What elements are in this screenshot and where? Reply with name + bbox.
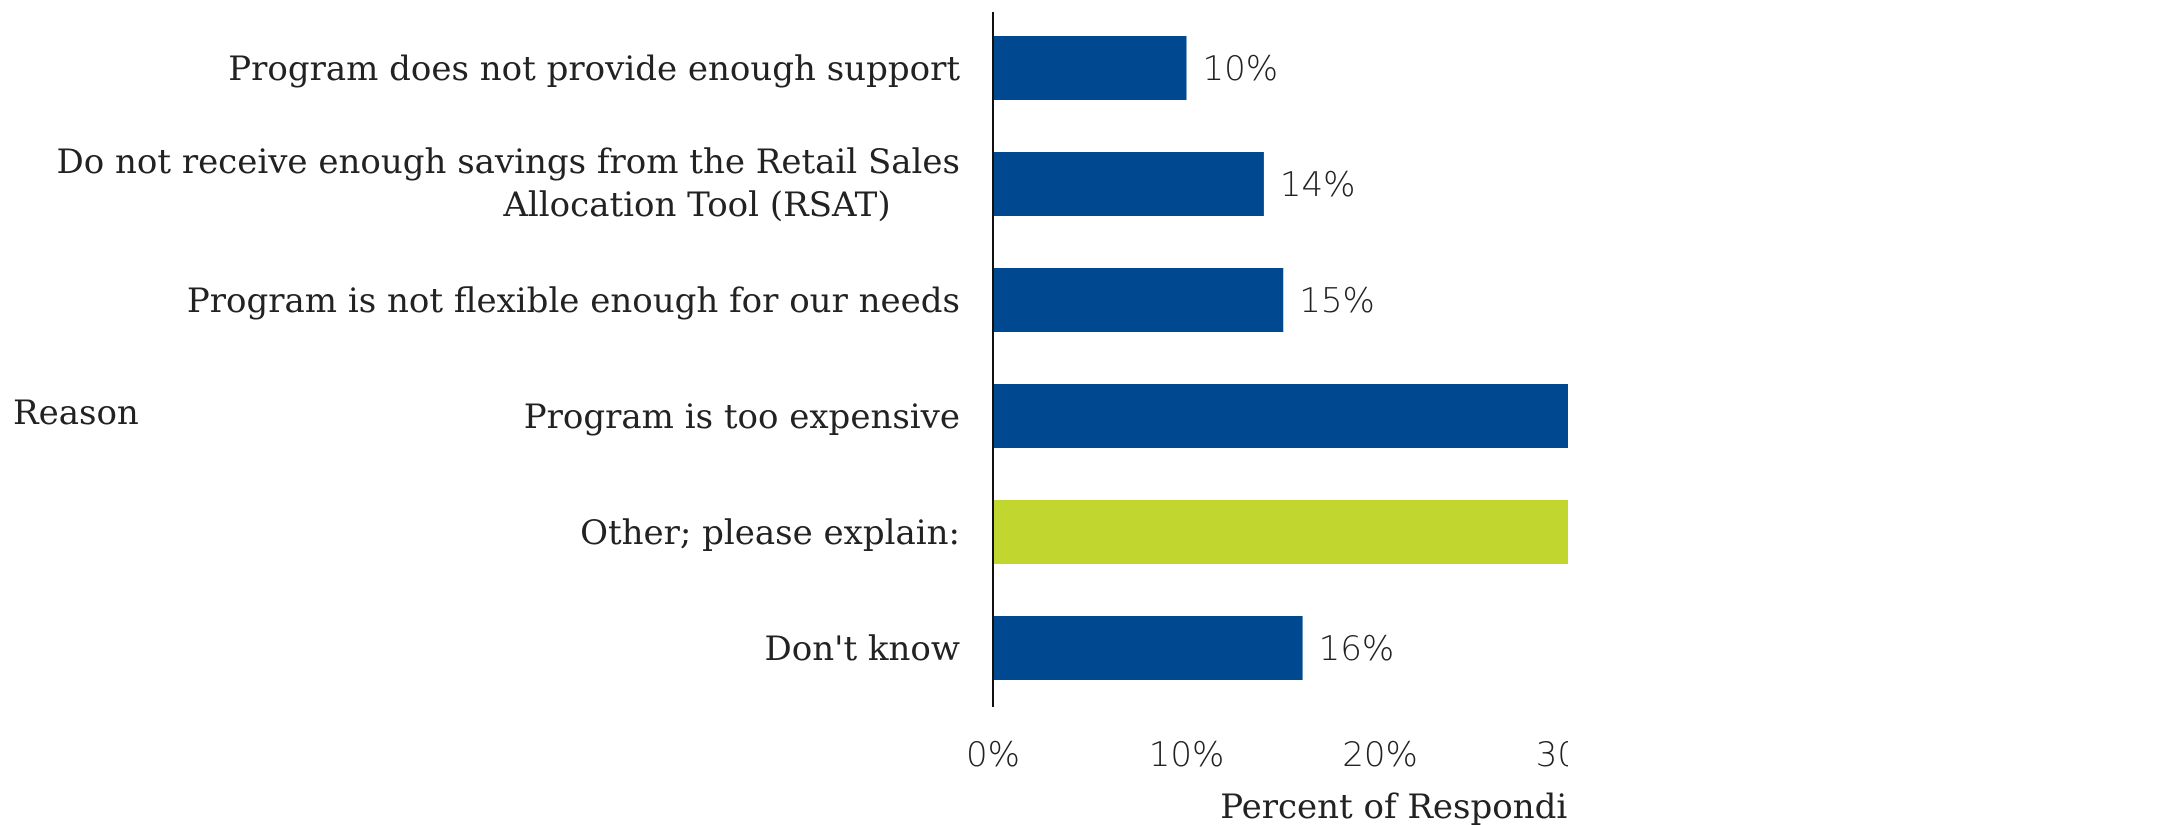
y-axis-title: Reason bbox=[13, 393, 139, 433]
x-tick-label: 0% bbox=[966, 735, 1020, 775]
value-label: 16% bbox=[1319, 629, 1395, 669]
chart-svg: 22% of qualitative answers statedthat cu… bbox=[13, 12, 1568, 825]
x-tick-label: 30% bbox=[1536, 735, 1568, 775]
bars bbox=[993, 36, 1568, 680]
value-label: 14% bbox=[1280, 165, 1356, 205]
bar bbox=[993, 268, 1284, 332]
category-label: Do not receive enough savings from the R… bbox=[56, 142, 960, 225]
x-axis-ticks: 0%10%20%30%40%50%60% bbox=[966, 735, 1568, 775]
category-label: Don't know bbox=[764, 629, 960, 669]
bar bbox=[993, 384, 1568, 448]
x-axis-title: Percent of Responding Utilities (n=46) bbox=[1220, 787, 1568, 825]
bar-chart: 22% of qualitative answers statedthat cu… bbox=[13, 12, 1568, 825]
bar bbox=[993, 500, 1568, 564]
category-label: Other; please explain: bbox=[580, 513, 960, 553]
x-tick-label: 20% bbox=[1342, 735, 1418, 775]
category-label: Program is not flexible enough for our n… bbox=[187, 281, 960, 321]
value-label: 10% bbox=[1203, 49, 1279, 89]
category-label: Program does not provide enough support bbox=[228, 49, 960, 89]
bar bbox=[993, 36, 1187, 100]
category-labels: Program does not provide enough support D… bbox=[56, 49, 960, 669]
value-labels: 10%14%15%30%56%16% bbox=[1203, 49, 1395, 669]
value-label: 15% bbox=[1299, 281, 1375, 321]
x-tick-label: 10% bbox=[1149, 735, 1225, 775]
bar bbox=[993, 616, 1303, 680]
bar bbox=[993, 152, 1264, 216]
category-label: Program is too expensive bbox=[524, 397, 960, 437]
